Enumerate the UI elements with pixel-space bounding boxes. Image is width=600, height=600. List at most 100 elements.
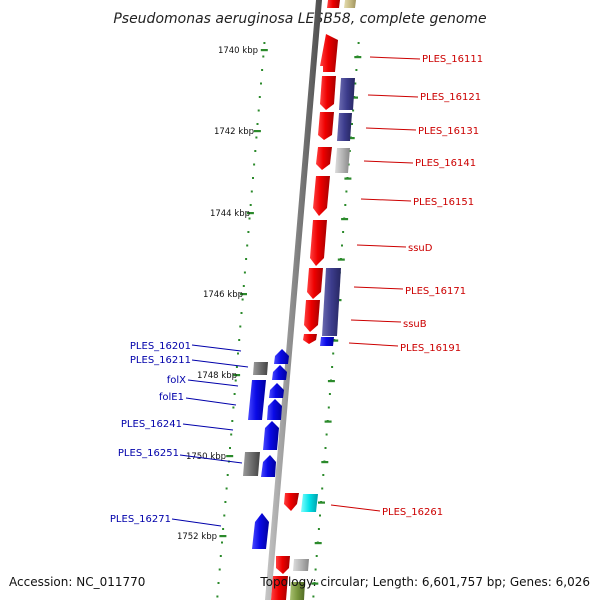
guide-dot — [233, 393, 236, 395]
gene-label-ples-16191[interactable]: PLES_16191 — [400, 343, 461, 354]
accession-text: Accession: NC_011770 — [9, 575, 145, 589]
gene-block — [337, 113, 352, 141]
gene-label-ples-16201[interactable]: PLES_16201 — [130, 341, 191, 352]
gene-label-ples-16151[interactable]: PLES_16151 — [413, 197, 474, 208]
scale-tick — [246, 212, 254, 215]
guide-dot — [354, 82, 357, 85]
guide-dot — [351, 123, 353, 125]
label-leader — [191, 344, 242, 352]
scale-tick — [351, 96, 358, 99]
guide-dot — [242, 285, 245, 287]
gene-block — [339, 78, 355, 110]
gene-block — [290, 582, 305, 600]
tick-label: 1740 kbp — [218, 46, 258, 56]
guide-dot — [240, 312, 243, 314]
gene-arrow — [304, 300, 320, 332]
label-leader — [187, 379, 239, 387]
scale-tick — [318, 501, 325, 504]
gene-label-ples-16111[interactable]: PLES_16111 — [422, 54, 483, 65]
scale-tick — [253, 130, 261, 133]
gene-label-ples-16171[interactable]: PLES_16171 — [405, 286, 466, 297]
gene-arrow — [272, 365, 287, 380]
label-leader — [182, 423, 234, 431]
gene-label-ples-16121[interactable]: PLES_16121 — [420, 92, 481, 103]
gene-arrow — [320, 76, 336, 110]
guide-dot — [332, 352, 335, 355]
label-leader — [363, 160, 414, 164]
gene-label-ssub[interactable]: ssuB — [403, 319, 427, 330]
guide-dot — [221, 541, 223, 544]
guide-dot — [253, 163, 256, 166]
guide-dot — [238, 339, 241, 341]
gene-block — [248, 380, 266, 420]
guide-dot — [232, 406, 235, 409]
gene-label-ples-16211[interactable]: PLES_16211 — [130, 355, 191, 366]
tick-label: 1742 kbp — [214, 127, 254, 137]
tick-label: 1744 kbp — [210, 209, 250, 219]
guide-dot — [314, 568, 317, 571]
guide-dot — [225, 487, 228, 490]
guide-dot — [357, 42, 360, 44]
scale-tick — [311, 582, 319, 585]
guide-dot — [328, 393, 331, 395]
gene-label-ples-16141[interactable]: PLES_16141 — [415, 158, 476, 169]
guide-dot — [216, 595, 219, 598]
guide-dot — [222, 528, 225, 530]
gene-block — [322, 268, 341, 336]
guide-dot — [324, 447, 327, 449]
gene-block — [335, 148, 350, 173]
gene-label-folx[interactable]: folX — [167, 375, 186, 386]
guide-dot — [331, 366, 334, 368]
gene-label-ples-16241[interactable]: PLES_16241 — [121, 419, 182, 430]
guide-dot — [345, 190, 348, 193]
guide-dot — [252, 177, 254, 179]
label-leader — [356, 244, 407, 248]
guide-dot — [237, 352, 239, 355]
label-leader — [365, 127, 417, 131]
gene-arrow — [274, 349, 289, 364]
guide-dot — [342, 231, 345, 233]
gene-block — [271, 576, 288, 600]
guide-dot — [254, 150, 257, 152]
scale-tick — [344, 177, 352, 180]
gene-label-ples-16251[interactable]: PLES_16251 — [118, 448, 179, 459]
gene-block — [301, 494, 318, 512]
gene-label-ples-16261[interactable]: PLES_16261 — [382, 507, 443, 518]
gene-arrow — [269, 383, 284, 398]
guide-dot — [344, 204, 347, 206]
guide-dot — [229, 447, 231, 449]
guide-dot — [262, 55, 265, 58]
label-leader — [171, 518, 222, 527]
guide-dot — [235, 366, 238, 368]
scale-tick — [331, 339, 339, 342]
tick-label: 1752 kbp — [177, 532, 217, 542]
tick-label: 1750 kbp — [186, 452, 226, 462]
guide-dot — [231, 420, 234, 422]
guide-dot — [260, 82, 262, 85]
scale-tick — [219, 535, 227, 538]
reverse-strand-genes — [243, 349, 289, 549]
gene-arrow — [307, 268, 323, 299]
gene-block — [327, 0, 340, 8]
gene-arrow — [284, 493, 299, 511]
gene-arrow — [261, 455, 276, 477]
gene-label-ples-16131[interactable]: PLES_16131 — [418, 126, 479, 137]
guide-dot — [247, 231, 250, 233]
guide-dot — [257, 109, 260, 112]
guide-dot — [218, 568, 221, 571]
label-leader — [348, 342, 399, 347]
scale-tick — [341, 218, 349, 221]
guide-dot — [315, 555, 318, 557]
gene-label-fole1[interactable]: folE1 — [159, 392, 184, 403]
gene-arrow — [318, 112, 334, 140]
label-leader — [330, 504, 381, 512]
guide-dot — [341, 244, 343, 247]
label-leader — [179, 454, 243, 464]
gene-label-ssud[interactable]: ssuD — [408, 243, 433, 254]
label-leader — [191, 359, 249, 368]
guide-dot — [217, 582, 220, 584]
guide-dot — [317, 528, 320, 530]
guide-dot — [322, 474, 325, 476]
gene-label-ples-16271[interactable]: PLES_16271 — [110, 514, 171, 525]
